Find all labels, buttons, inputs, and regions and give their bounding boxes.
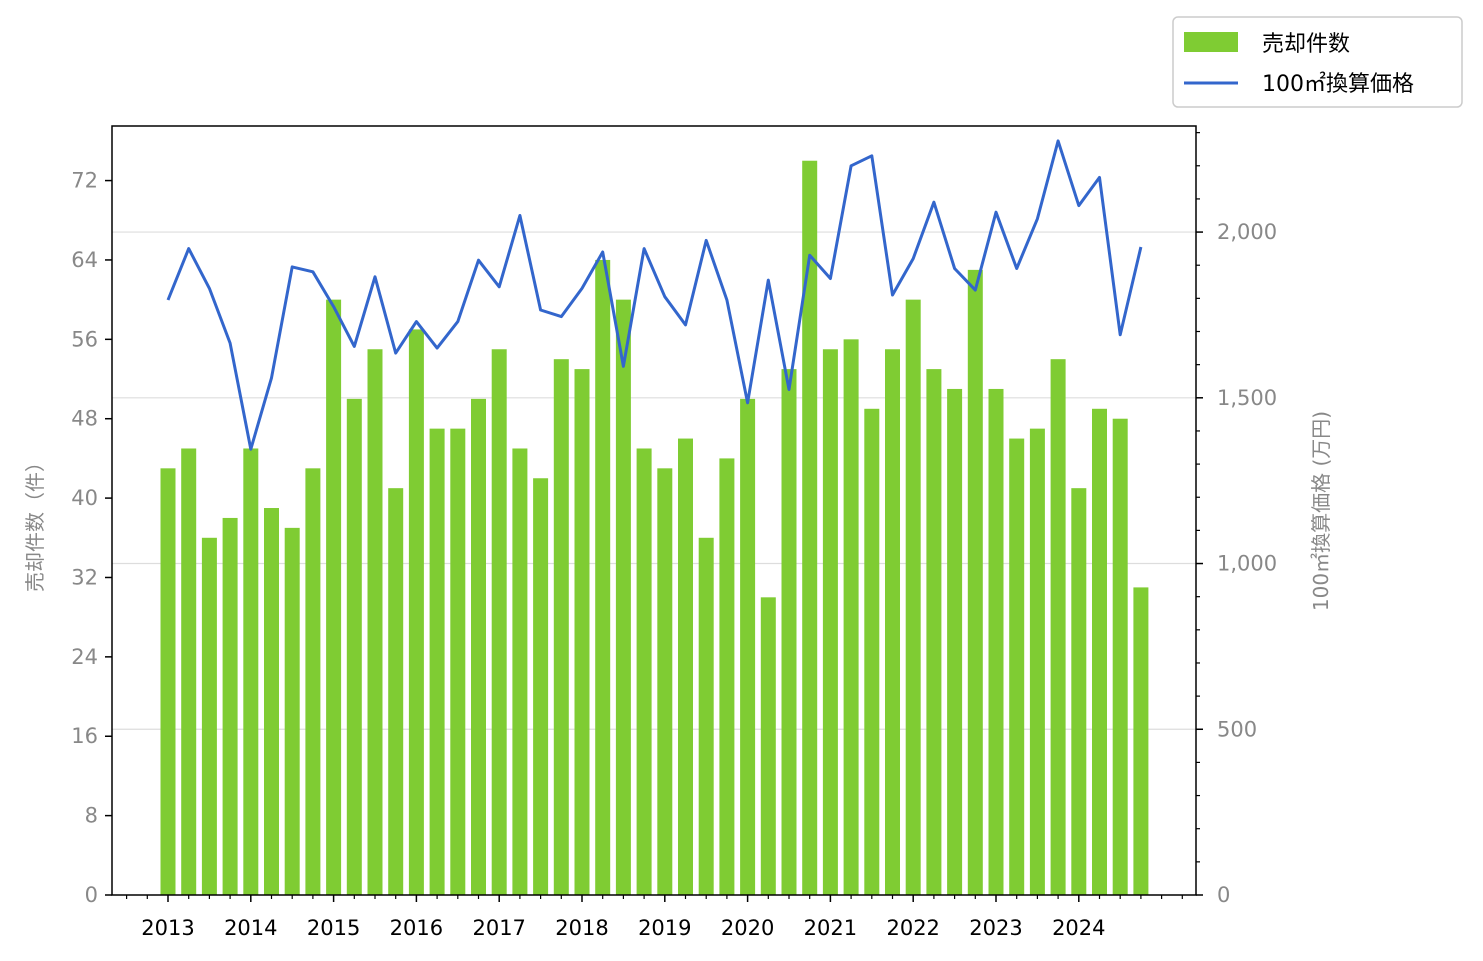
right-tick-label: 1,500 <box>1217 386 1277 410</box>
legend-bar-swatch <box>1184 32 1238 52</box>
bottom-tick-label: 2014 <box>224 916 277 940</box>
left-tick-label: 56 <box>71 327 98 351</box>
legend-label-sales-count: 売却件数 <box>1262 32 1350 57</box>
bottom-tick-label: 2021 <box>804 916 857 940</box>
plot-frame <box>111 125 1197 896</box>
bar <box>926 369 942 895</box>
bar <box>574 369 590 895</box>
left-tick-label: 8 <box>85 804 98 828</box>
left-tick-label: 64 <box>71 248 98 272</box>
bar <box>1133 587 1149 895</box>
right-tick-label: 0 <box>1217 883 1230 907</box>
bar <box>988 388 1004 895</box>
bar <box>284 527 300 895</box>
bar <box>698 537 714 895</box>
bar <box>471 398 486 895</box>
bar <box>326 299 342 896</box>
right-tick-label: 1,000 <box>1217 552 1277 576</box>
bar <box>843 339 859 896</box>
left-tick-label: 16 <box>71 724 98 748</box>
bar <box>264 508 279 895</box>
bar <box>491 349 507 895</box>
bottom-tick-label: 2013 <box>141 916 194 940</box>
right-tick-label: 2,000 <box>1217 220 1277 244</box>
bar <box>864 408 880 895</box>
bottom-tick-label: 2015 <box>307 916 360 940</box>
bottom-tick-label: 2024 <box>1052 916 1105 940</box>
left-tick-label: 48 <box>71 407 98 431</box>
bottom-tick-label: 2018 <box>555 916 608 940</box>
bar <box>636 448 652 895</box>
left-axis-title: 売却件数（件） <box>23 452 47 592</box>
left-tick-label: 72 <box>71 169 98 193</box>
bottom-tick-label: 2020 <box>721 916 774 940</box>
bar <box>885 349 900 895</box>
legend: 売却件数 100㎡換算価格 <box>1172 16 1463 108</box>
legend-box <box>1172 16 1463 108</box>
bar-series-sales-count <box>160 160 1149 896</box>
legend-label-price: 100㎡換算価格 <box>1262 71 1414 97</box>
bottom-tick-label: 2017 <box>472 916 525 940</box>
line-series-price <box>166 139 1143 451</box>
bar <box>305 468 321 895</box>
bar <box>1071 488 1087 895</box>
right-tick-label: 500 <box>1217 717 1257 741</box>
bottom-tick-label: 2022 <box>886 916 939 940</box>
bar <box>1050 359 1066 895</box>
bar <box>1009 438 1025 895</box>
bar <box>222 517 238 895</box>
bar <box>512 448 528 895</box>
bar <box>408 329 424 895</box>
bar <box>450 428 466 895</box>
bar <box>429 428 445 895</box>
price-line <box>166 139 1143 451</box>
bar <box>346 398 362 895</box>
bar <box>367 349 383 895</box>
left-tick-label: 24 <box>71 645 98 669</box>
bar <box>802 160 818 896</box>
left-tick-label: 32 <box>71 565 98 589</box>
bar <box>947 388 963 895</box>
bar <box>967 269 983 895</box>
left-tick-label: 40 <box>71 486 98 510</box>
bar <box>781 369 797 895</box>
bottom-tick-label: 2023 <box>969 916 1022 940</box>
bar <box>1092 408 1107 895</box>
right-axis: 0 500 1,000 1,500 2,000 <box>1196 132 1277 907</box>
bar <box>678 438 693 895</box>
bottom-tick-label: 2016 <box>390 916 443 940</box>
bar <box>760 597 776 895</box>
bar <box>160 468 176 895</box>
bar <box>822 349 838 895</box>
bar <box>615 299 631 896</box>
bar <box>243 448 259 895</box>
bar <box>1112 418 1128 895</box>
left-tick-label: 0 <box>85 883 98 907</box>
bar <box>719 458 735 895</box>
bar <box>905 299 921 896</box>
bar <box>201 537 217 895</box>
bar <box>595 259 611 895</box>
left-axis: 0 8 16 24 32 40 48 56 64 72 <box>71 169 112 907</box>
bar <box>533 478 549 895</box>
right-axis-title: 100㎡換算価格 (万円) <box>1309 411 1333 611</box>
bar <box>388 488 404 895</box>
bottom-axis: 2013 2014 2015 2016 2017 2018 2019 2020 2021 2022… <box>125 895 1183 940</box>
bar <box>657 468 673 895</box>
bottom-tick-label: 2019 <box>638 916 691 940</box>
bar <box>740 398 756 895</box>
bar <box>553 359 569 895</box>
bar <box>181 448 197 895</box>
bar <box>1029 428 1045 895</box>
